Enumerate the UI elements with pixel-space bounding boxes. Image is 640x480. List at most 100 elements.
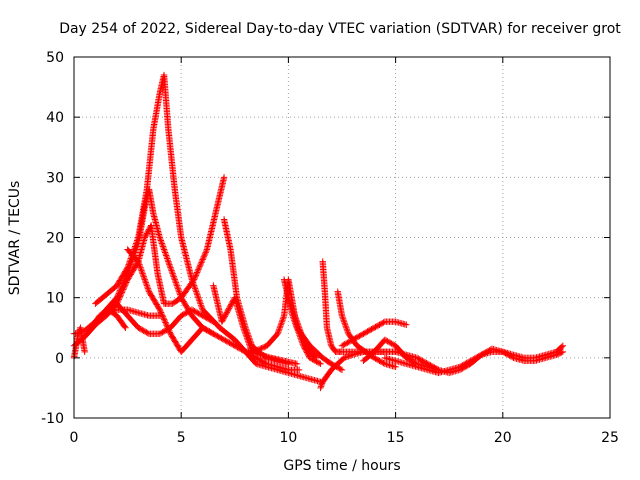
data-point <box>132 246 140 253</box>
data-point <box>228 301 235 308</box>
data-point <box>559 342 567 349</box>
data-point <box>121 323 128 330</box>
data-point <box>207 329 214 336</box>
data-point <box>288 304 296 312</box>
data-point <box>196 297 203 304</box>
data-point <box>156 306 163 313</box>
data-point <box>232 343 240 350</box>
data-point <box>377 320 385 328</box>
data-point <box>220 336 228 343</box>
data-point <box>293 360 301 368</box>
data-point <box>476 352 484 359</box>
data-point <box>214 332 221 340</box>
data-point <box>376 321 383 328</box>
data-point <box>203 326 210 334</box>
data-point <box>294 320 301 327</box>
data-point <box>365 327 372 334</box>
data-point <box>417 356 425 364</box>
data-point <box>186 308 193 315</box>
data-point <box>360 330 367 337</box>
data-point <box>161 247 168 255</box>
data-point <box>295 324 303 331</box>
data-point <box>144 285 152 292</box>
data-point <box>193 289 200 297</box>
data-point <box>352 335 359 342</box>
data-point <box>357 332 364 339</box>
data-point <box>144 283 151 291</box>
data-point <box>188 306 196 313</box>
data-point <box>385 338 393 346</box>
data-point <box>207 317 214 324</box>
data-point <box>141 276 148 283</box>
data-point <box>259 344 267 351</box>
data-point <box>161 317 169 325</box>
data-point <box>191 283 198 291</box>
data-point <box>471 355 478 362</box>
data-point <box>216 334 224 341</box>
data-point <box>164 255 171 262</box>
data-point <box>157 309 165 316</box>
data-point <box>318 381 325 389</box>
data-point <box>198 257 206 265</box>
data-point <box>143 329 150 336</box>
data-point <box>314 359 322 366</box>
data-point <box>141 328 149 335</box>
data-point <box>117 285 124 293</box>
data-point <box>224 338 232 346</box>
data-point <box>419 357 426 365</box>
data-point <box>415 355 422 362</box>
data-point <box>280 314 287 321</box>
data-point <box>128 259 135 267</box>
data-point <box>197 260 205 268</box>
data-point <box>380 359 387 367</box>
data-point <box>460 361 468 368</box>
data-point <box>202 249 209 256</box>
data-point <box>204 327 212 334</box>
data-point <box>296 326 303 333</box>
data-point <box>299 333 306 340</box>
series-arc-16 <box>338 318 410 349</box>
data-point <box>114 291 122 299</box>
data-point <box>336 365 343 372</box>
data-point <box>156 234 163 241</box>
data-point <box>409 358 417 365</box>
data-point <box>295 323 302 330</box>
data-point <box>189 277 196 285</box>
data-point <box>379 320 386 327</box>
data-point <box>373 323 381 330</box>
data-point <box>124 268 132 276</box>
data-point <box>242 324 249 331</box>
data-point <box>136 262 144 270</box>
data-point <box>183 309 190 316</box>
data-point <box>210 330 217 337</box>
data-point <box>194 291 201 298</box>
data-point <box>219 317 226 324</box>
data-point <box>204 315 212 322</box>
data-point <box>340 354 348 362</box>
data-point <box>243 327 250 334</box>
data-point <box>188 276 196 283</box>
data-point <box>261 343 268 351</box>
y-tick-label: 10 <box>46 291 64 307</box>
data-point <box>200 313 208 320</box>
data-point <box>194 292 202 300</box>
data-point <box>317 360 324 368</box>
data-point <box>292 314 299 321</box>
data-point <box>123 273 130 280</box>
data-point <box>369 325 377 332</box>
x-tick-label: 0 <box>70 430 79 446</box>
data-point <box>472 354 480 362</box>
data-point <box>190 280 197 288</box>
data-point <box>116 288 123 296</box>
data-point <box>160 328 167 335</box>
data-point <box>226 303 233 311</box>
data-point <box>120 278 128 286</box>
data-point <box>223 310 230 317</box>
data-point <box>157 329 165 337</box>
data-point <box>287 301 295 309</box>
data-point <box>259 358 267 365</box>
data-point <box>339 314 346 321</box>
data-point <box>165 258 172 265</box>
data-point <box>558 343 565 351</box>
